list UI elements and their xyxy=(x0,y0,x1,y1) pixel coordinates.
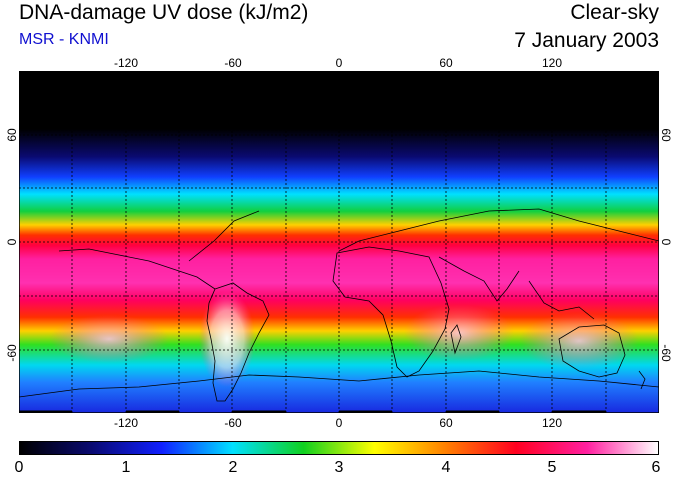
map-date: 7 January 2003 xyxy=(514,29,659,52)
map-title: DNA-damage UV dose (kJ/m2) xyxy=(19,1,309,24)
map-source: MSR - KNMI xyxy=(19,31,109,48)
lon-tick-bottom-1: -120 xyxy=(113,416,139,430)
lat-tick-left-1: 60 xyxy=(5,128,19,142)
lon-tick-top-1: -120 xyxy=(113,56,139,70)
lon-tick-top-4: 60 xyxy=(439,56,453,70)
lon-tick-bottom-3: 0 xyxy=(335,416,343,430)
uv-high-australia xyxy=(519,313,639,369)
coast-africa xyxy=(332,246,450,378)
lon-tick-bottom-2: -60 xyxy=(224,416,242,430)
scale-tick-3: 3 xyxy=(334,459,344,476)
lon-tick-bottom-5: 120 xyxy=(541,416,563,430)
lat-tick-left-2: 0 xyxy=(5,238,19,246)
graticule xyxy=(19,71,659,413)
scale-tick-4: 4 xyxy=(441,459,451,476)
scale-tick-5: 5 xyxy=(547,459,557,476)
scale-tick-0: 0 xyxy=(14,459,24,476)
lat-tick-left-3: -60 xyxy=(5,344,19,362)
sky-condition: Clear-sky xyxy=(570,1,659,24)
coast-north-america xyxy=(58,210,260,272)
lat-tick-right-3: -60 xyxy=(659,344,673,362)
coast-australia xyxy=(558,324,626,378)
coast-south-america xyxy=(206,282,270,402)
coast-madagascar xyxy=(450,324,462,355)
coast-antarctica xyxy=(19,370,659,398)
lat-tick-right-2: 0 xyxy=(659,238,673,246)
scale-tick-2: 2 xyxy=(228,459,238,476)
lon-tick-top-3: 0 xyxy=(335,56,343,70)
uv-high-southern-africa xyxy=(404,305,514,361)
uv-high-pacific xyxy=(49,315,169,363)
coast-arabia-india xyxy=(438,256,520,302)
uv-dose-map xyxy=(19,71,659,413)
lon-tick-top-2: -60 xyxy=(224,56,242,70)
scale-tick-6: 6 xyxy=(651,459,661,476)
coast-central-america xyxy=(178,270,216,290)
scale-tick-1: 1 xyxy=(121,459,131,476)
map-frame xyxy=(19,71,659,413)
color-scale-bar xyxy=(19,441,659,455)
uv-maximum-south-america xyxy=(199,291,255,387)
lon-tick-top-5: 120 xyxy=(541,56,563,70)
lat-tick-right-1: 60 xyxy=(659,128,673,142)
lon-tick-bottom-4: 60 xyxy=(439,416,453,430)
